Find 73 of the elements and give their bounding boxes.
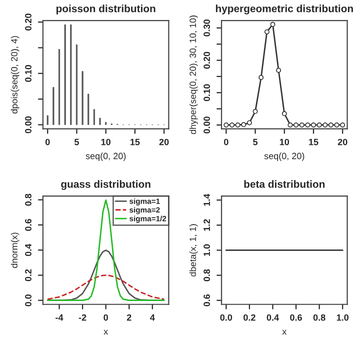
x-tick-label: 10 — [101, 138, 110, 146]
point — [229, 122, 234, 128]
y-tick-label: 0.00 — [204, 116, 210, 134]
y-tick-label: 1.2 — [204, 219, 210, 231]
point — [310, 122, 316, 128]
x-tick-label: 20 — [159, 138, 169, 146]
point — [282, 111, 287, 116]
y-axis-title: dnorm(x) — [10, 232, 20, 268]
point — [340, 122, 346, 128]
y-tick-label: 0.8 — [204, 269, 210, 282]
x-axis-title: x — [104, 330, 108, 335]
x-tick-label: 0.4 — [266, 314, 279, 321]
point — [305, 122, 310, 128]
y-tick-label: 0.20 — [204, 52, 210, 69]
x-tick-label: -4 — [56, 314, 64, 321]
y-tick-label: 0.10 — [25, 64, 32, 82]
x-tick-label: 0.6 — [290, 314, 302, 321]
point — [294, 122, 299, 128]
x-axis-title: seq(0, 20) — [86, 152, 126, 161]
x-tick-label: 4 — [150, 314, 155, 321]
point — [322, 122, 328, 128]
x-tick-label: 0.0 — [220, 314, 232, 321]
x-tick-label: 10 — [280, 138, 290, 146]
line-series — [46, 199, 165, 302]
point — [258, 74, 264, 80]
y-axis-title: dhyper(seq(0, 20), 30, 10, 10) — [189, 16, 198, 134]
y-tick-label: 0.6 — [204, 294, 210, 306]
point — [264, 29, 270, 34]
y-tick-label: 0.0 — [25, 294, 32, 306]
x-tick-label: 15 — [130, 138, 140, 146]
x-tick-label: 1.0 — [336, 314, 349, 321]
x-tick-label: 20 — [338, 138, 348, 146]
x-axis-title: seq(0, 20) — [264, 152, 304, 161]
point — [334, 122, 340, 128]
x-tick-label: 15 — [309, 138, 318, 146]
y-tick-label: 0.6 — [25, 218, 32, 231]
y-tick-label: 1.0 — [204, 244, 210, 256]
chart-title: beta distribution — [244, 180, 325, 188]
y-tick-label: 0.10 — [204, 84, 210, 102]
y-tick-label: 0.00 — [25, 116, 32, 134]
x-tick-label: 0 — [104, 314, 108, 321]
y-tick-label: 0.20 — [25, 14, 32, 30]
chart-title: hypergeometric distribution — [216, 4, 353, 14]
y-tick-label: 0.2 — [25, 269, 32, 282]
point — [299, 122, 304, 128]
point — [241, 122, 246, 128]
x-tick-label: 2 — [126, 314, 132, 321]
x-tick-label: 0 — [224, 138, 228, 146]
point — [316, 122, 322, 128]
point — [246, 120, 252, 126]
point — [252, 108, 258, 114]
x-axis-title: x — [282, 330, 287, 335]
x-tick-label: 5 — [253, 138, 258, 146]
y-tick-label: 0.30 — [204, 20, 210, 36]
point — [328, 122, 334, 128]
y-tick-label: 0.4 — [25, 244, 32, 256]
x-tick-label: 0 — [45, 138, 50, 146]
line-series — [46, 274, 165, 300]
point — [224, 122, 229, 128]
point — [288, 122, 293, 128]
chart-title: guass distribution — [61, 180, 150, 190]
y-axis-title: dpois(seq(0, 20), 4) — [10, 36, 20, 114]
point — [270, 22, 276, 27]
x-tick-label: -2 — [78, 314, 86, 321]
point — [235, 122, 240, 128]
point — [276, 68, 282, 73]
chart-title: poisson distribution — [56, 4, 156, 14]
y-axis-title: dbeta(x, 1, 1) — [189, 224, 198, 276]
x-tick-label: 5 — [74, 138, 79, 146]
y-tick-label: 1.4 — [204, 194, 210, 206]
x-tick-label: 0.8 — [313, 314, 326, 321]
y-tick-label: 0.8 — [25, 194, 32, 206]
x-tick-label: 0.2 — [244, 314, 256, 321]
